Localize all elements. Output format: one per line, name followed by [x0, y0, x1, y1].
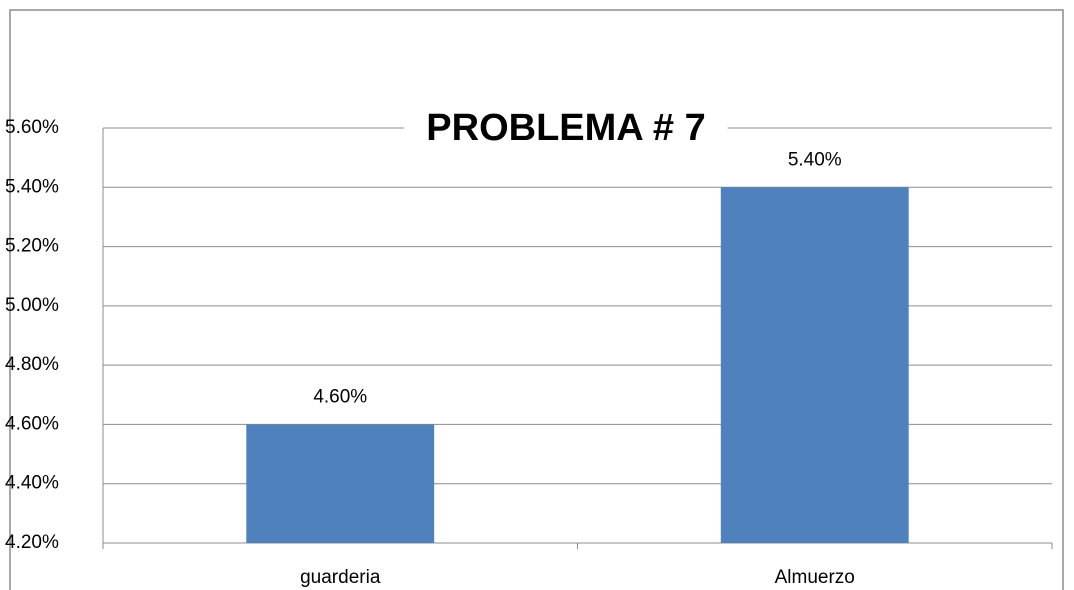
chart-title: PROBLEMA # 7: [426, 107, 705, 149]
y-tick-label: 4.80%: [5, 354, 59, 375]
title-background: [404, 107, 728, 150]
y-tick-label: 4.20%: [5, 532, 59, 553]
bar: [246, 424, 435, 543]
y-tick-label: 5.60%: [5, 117, 59, 138]
bar: [720, 187, 909, 544]
y-tick-label: 4.60%: [5, 413, 59, 434]
y-tick-label: 5.00%: [5, 295, 59, 316]
data-label: 5.40%: [788, 149, 842, 170]
y-tick-label: 5.40%: [5, 176, 59, 197]
data-label: 4.60%: [313, 386, 367, 407]
y-tick-label: 4.40%: [5, 473, 59, 494]
x-tick-label: guarderia: [300, 567, 381, 588]
y-tick-label: 5.20%: [5, 236, 59, 257]
x-tick-label: Almuerzo: [775, 567, 855, 588]
